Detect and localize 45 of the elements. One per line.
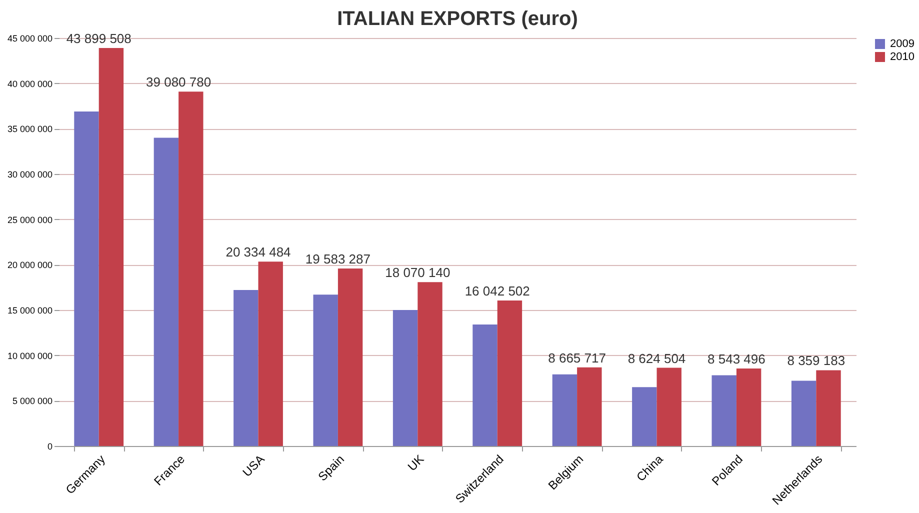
bar — [338, 268, 363, 446]
data-label: 39 080 780 — [146, 74, 212, 90]
bar — [418, 282, 442, 446]
bar — [791, 380, 816, 446]
data-label: 8 543 496 — [708, 352, 766, 367]
bar — [313, 294, 338, 446]
x-tick-label: UK — [404, 452, 427, 474]
bar — [736, 368, 762, 446]
data-label: 8 359 183 — [787, 353, 846, 368]
bar — [258, 262, 283, 446]
data-label: 8 665 717 — [548, 350, 606, 366]
legend-label: 2010 — [890, 51, 914, 63]
x-tick-label: USA — [240, 452, 268, 480]
y-tick-label: 40 000 000 — [7, 78, 52, 89]
bar — [577, 367, 602, 446]
bar — [712, 375, 736, 446]
data-label: 43 899 508 — [66, 30, 132, 46]
legend-label: 2009 — [890, 38, 914, 50]
bar — [74, 111, 99, 446]
y-tick-label: 5 000 000 — [12, 396, 52, 406]
bar — [472, 324, 498, 446]
bar — [178, 92, 204, 446]
chart-title: ITALIAN EXPORTS (euro) — [337, 8, 578, 30]
data-label: 19 583 287 — [305, 251, 370, 266]
data-label: 8 624 504 — [628, 350, 686, 366]
y-tick-label: 35 000 000 — [7, 124, 52, 134]
bar — [816, 370, 841, 446]
y-tick-label: 10 000 000 — [7, 350, 52, 361]
bar — [656, 368, 682, 446]
data-label: 16 042 502 — [464, 284, 530, 299]
y-tick-label: 45 000 000 — [7, 34, 52, 44]
bar — [552, 374, 578, 446]
y-tick-label: 30 000 000 — [7, 170, 52, 180]
y-tick-label: 20 000 000 — [7, 260, 52, 270]
y-tick-label: 15 000 000 — [7, 306, 52, 316]
bar — [392, 310, 418, 446]
data-label: 18 070 140 — [385, 265, 450, 280]
y-tick-label: 25 000 000 — [7, 214, 52, 225]
bar — [234, 290, 258, 446]
y-tick-label: 0 — [47, 442, 52, 452]
data-label: 20 334 484 — [226, 244, 291, 260]
bar — [632, 387, 657, 446]
bar — [98, 48, 124, 446]
bar — [154, 138, 179, 446]
bar — [497, 300, 522, 446]
